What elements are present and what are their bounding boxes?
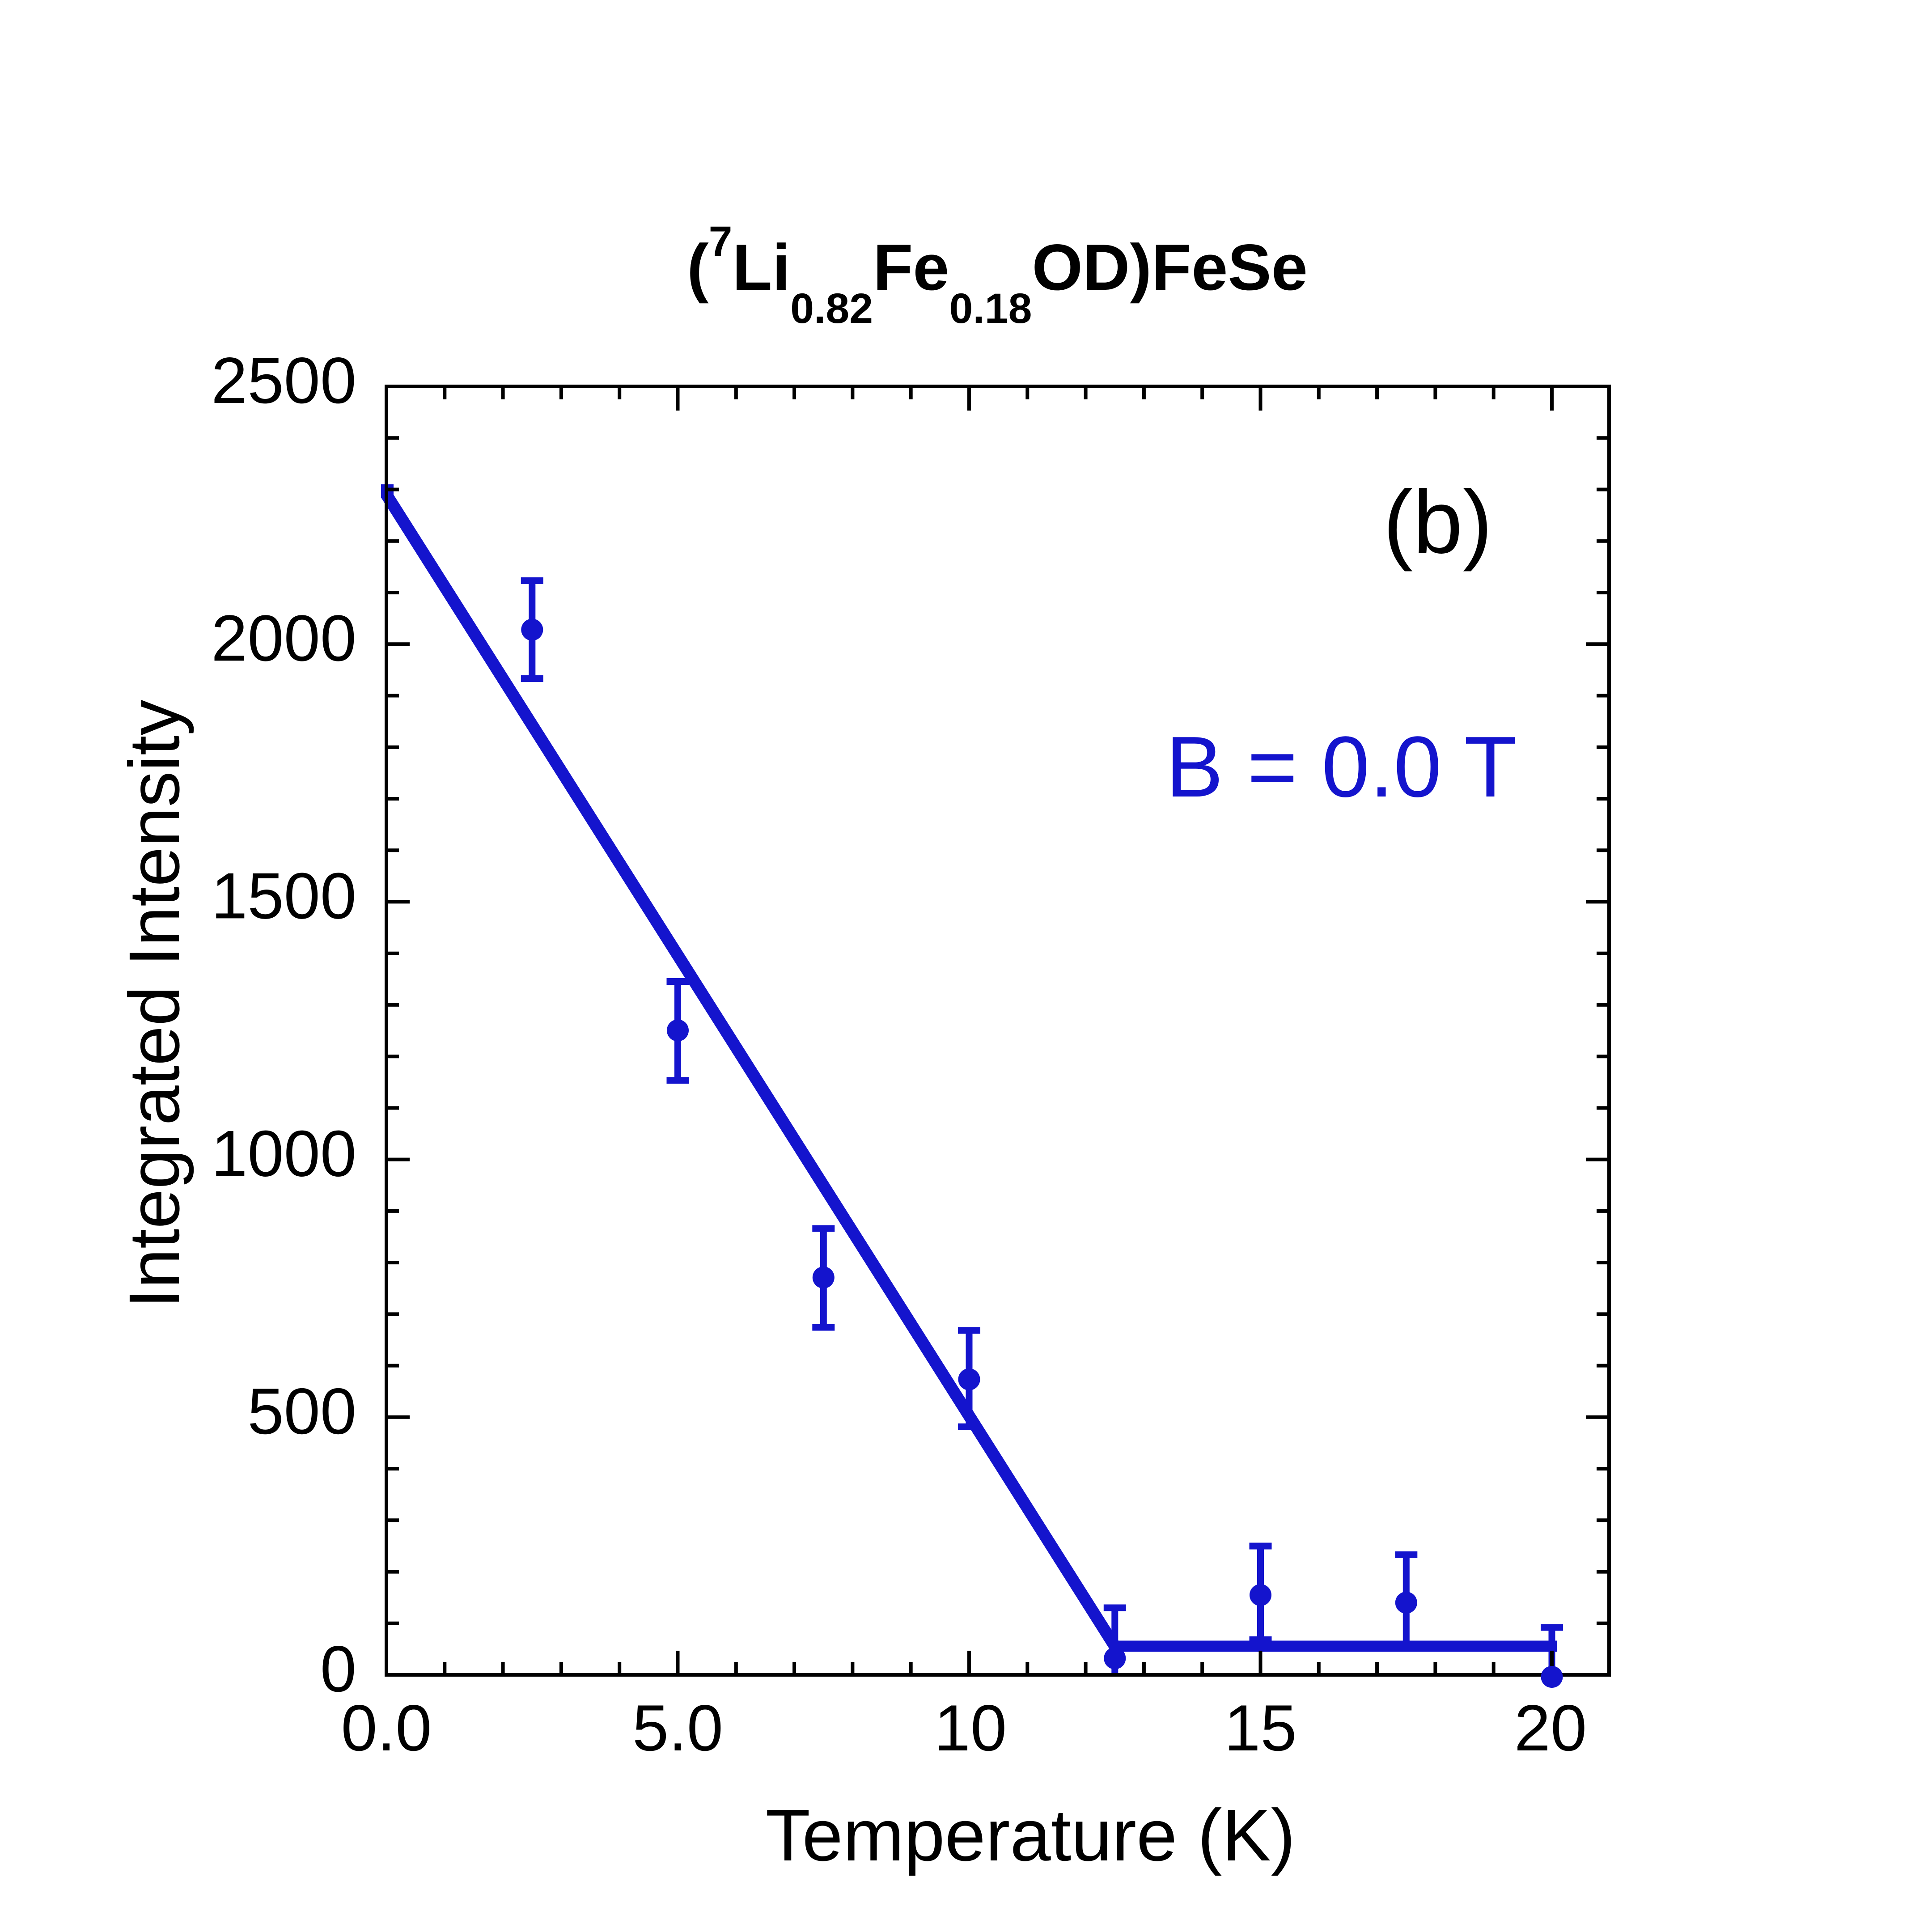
svg-text:20: 20 xyxy=(1514,1691,1587,1764)
svg-text:(b): (b) xyxy=(1383,472,1492,572)
svg-text:Temperature (K): Temperature (K) xyxy=(766,1794,1296,1876)
svg-text:2500: 2500 xyxy=(211,344,356,417)
svg-text:B = 0.0 T: B = 0.0 T xyxy=(1165,718,1517,815)
svg-text:10: 10 xyxy=(934,1691,1007,1764)
svg-text:500: 500 xyxy=(247,1375,356,1448)
svg-text:1000: 1000 xyxy=(211,1117,356,1190)
svg-text:0: 0 xyxy=(320,1632,356,1705)
svg-text:1500: 1500 xyxy=(211,859,356,932)
svg-text:0.0: 0.0 xyxy=(341,1691,432,1764)
svg-text:Integrated Intensity: Integrated Intensity xyxy=(114,700,194,1309)
svg-text:5.0: 5.0 xyxy=(632,1691,723,1764)
svg-text:2000: 2000 xyxy=(211,602,356,674)
svg-text:15: 15 xyxy=(1224,1691,1296,1764)
